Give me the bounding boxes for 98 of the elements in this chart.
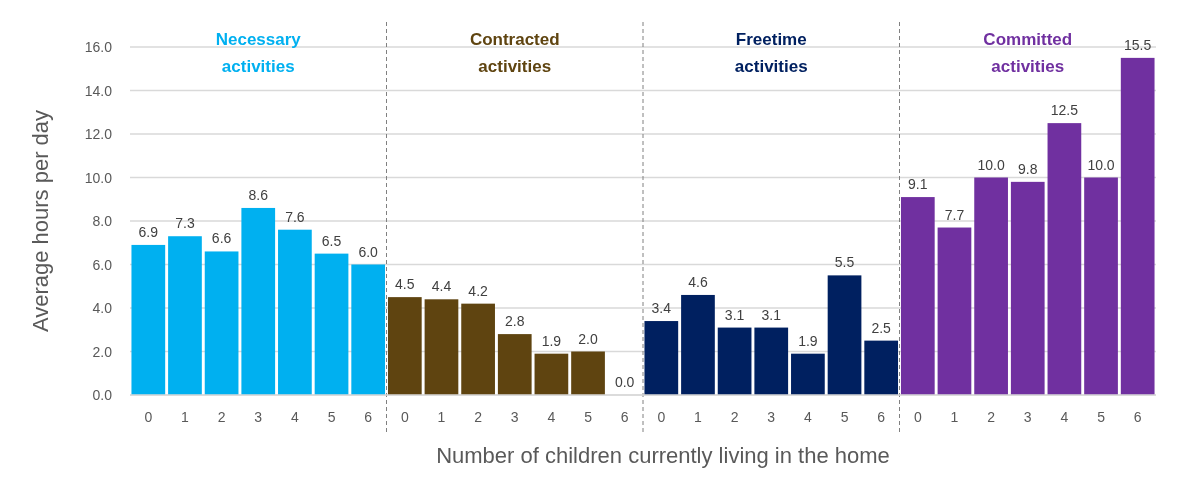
data-label: 6.0: [358, 243, 379, 260]
x-tick-label: 0: [144, 409, 153, 425]
data-label: 4.5: [395, 276, 415, 293]
bar: [571, 351, 605, 395]
x-tick-label: 5: [840, 409, 849, 425]
data-label: 6.6: [211, 230, 232, 247]
data-label: 3.1: [724, 306, 745, 323]
data-label: 7.3: [175, 215, 195, 232]
bar: [791, 353, 825, 395]
data-label: 7.7: [944, 206, 965, 223]
x-tick-label: 2: [474, 409, 483, 425]
data-label: 2.5: [871, 319, 892, 336]
x-tick-label: 2: [217, 409, 226, 425]
bar: [387, 297, 422, 395]
x-tick-label: 0: [913, 409, 922, 425]
data-label: 12.5: [1050, 102, 1079, 119]
bar: [1047, 123, 1082, 395]
y-tick-label: 12.0: [84, 126, 113, 142]
x-tick-label: 3: [510, 409, 519, 425]
data-label: 0.0: [614, 374, 635, 390]
data-label: 2.0: [578, 330, 598, 347]
bar: [424, 299, 459, 395]
x-tick-label: 3: [1023, 409, 1032, 425]
x-tick-label: 1: [694, 409, 703, 425]
bar: [900, 197, 935, 395]
bar: [534, 353, 569, 395]
data-label: 9.8: [1018, 160, 1038, 177]
bar: [241, 207, 276, 395]
bar: [717, 327, 752, 395]
bar: [827, 275, 862, 395]
x-tick-label: 1: [437, 409, 446, 425]
y-tick-label: 14.0: [84, 82, 113, 99]
text: Contracted activities: [469, 30, 560, 76]
data-label: 3.4: [651, 300, 672, 317]
x-tick-label: 2: [987, 409, 996, 425]
data-label: 1.9: [798, 332, 818, 349]
bar: [131, 244, 166, 395]
x-tick-label: 4: [1060, 409, 1069, 425]
x-tick-label: 4: [547, 409, 556, 425]
x-tick-label: 6: [620, 409, 629, 425]
x-tick-label: 5: [327, 409, 336, 425]
bar: [1084, 177, 1118, 395]
text: Freetime activities: [734, 30, 808, 76]
y-tick-label: 2.0: [92, 343, 113, 360]
data-label: 10.0: [977, 156, 1005, 173]
data-label: 4.4: [431, 278, 452, 295]
x-tick-label: 1: [181, 409, 190, 425]
data-label: 1.9: [541, 332, 562, 349]
data-label: 4.6: [688, 273, 708, 290]
bar: [937, 227, 972, 395]
bar: [974, 177, 1008, 395]
data-label: 4.2: [468, 282, 489, 299]
x-tick-label: 3: [767, 409, 776, 425]
x-tick-label: 5: [584, 409, 593, 425]
bar: [497, 334, 532, 395]
x-tick-label: 4: [803, 409, 812, 425]
y-tick-label: 4.0: [92, 300, 113, 316]
text: Committed activities: [983, 30, 1073, 76]
bar: [351, 264, 386, 395]
x-tick-label: 5: [1097, 409, 1106, 425]
bar: [461, 303, 495, 395]
bar: [644, 321, 679, 395]
bar: [1120, 57, 1155, 395]
x-tick-label: 6: [877, 409, 886, 425]
data-label: 7.6: [285, 208, 305, 225]
y-tick-label: 10.0: [84, 169, 113, 186]
bar: [864, 340, 899, 395]
x-tick-label: 3: [254, 409, 263, 425]
x-tick-label: 0: [400, 409, 409, 425]
x-tick-label: 6: [364, 409, 373, 425]
y-tick-label: 0.0: [92, 387, 113, 403]
data-label: 5.5: [834, 254, 855, 271]
y-tick-label: 8.0: [92, 213, 113, 229]
bar: [278, 229, 312, 395]
bar: [204, 251, 239, 395]
x-tick-label: 0: [657, 409, 666, 425]
bar: [681, 294, 715, 395]
bar: [754, 327, 789, 395]
data-label: 15.5: [1124, 36, 1152, 53]
x-axis-title: Number of children currently living in the home: [436, 443, 890, 468]
data-label: 8.6: [248, 186, 269, 203]
y-axis-title: Average hours per day: [28, 109, 53, 333]
x-tick-label: 6: [1133, 409, 1142, 425]
data-label: 2.8: [505, 313, 525, 330]
x-tick-label: 2: [730, 409, 739, 425]
bar: [314, 253, 349, 395]
data-label: 3.1: [761, 306, 782, 323]
text: Necessary activities: [215, 30, 302, 76]
data-label: 9.1: [908, 176, 928, 193]
data-label: 10.0: [1087, 156, 1115, 173]
bar: [1010, 181, 1045, 395]
y-tick-label: 16.0: [84, 39, 113, 55]
y-tick-label: 6.0: [92, 256, 113, 273]
data-label: 6.9: [138, 223, 159, 240]
data-label: 6.5: [321, 232, 342, 249]
x-tick-label: 1: [950, 409, 959, 425]
x-tick-label: 4: [290, 409, 299, 425]
bar: [168, 236, 202, 395]
